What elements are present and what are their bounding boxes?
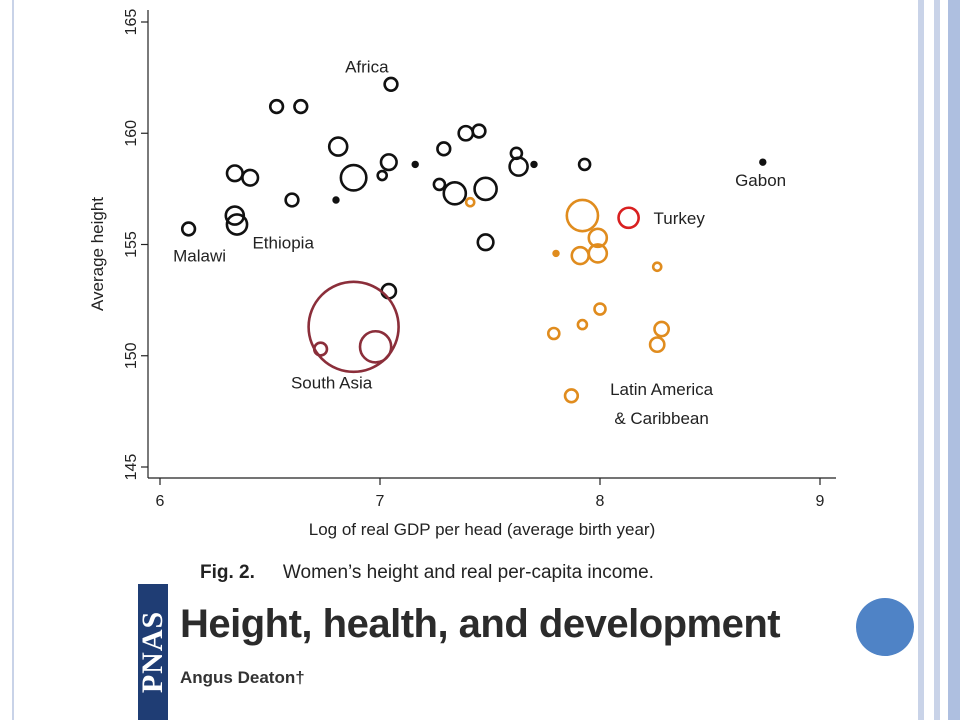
x-tick-label: 8 [596,493,605,510]
data-point [432,177,447,192]
slide-right-border [918,0,960,720]
chart-annotation: South Asia [291,373,373,392]
border-stripe [934,0,940,720]
data-point [180,221,197,237]
y-tick-label: 155 [123,231,140,258]
y-tick-label: 145 [123,454,140,481]
article-author: Angus Deaton† [180,668,305,687]
chart-annotation: Africa [345,58,389,77]
chart-labels: Africa Malawi Ethiopia South Asia Turkey Gabo… [173,58,786,429]
y-tick-label: 165 [123,9,140,36]
x-axis-title: Log of real GDP per head (average birth … [309,520,656,539]
data-point [332,196,340,204]
data-point [508,156,529,177]
chart-annotation: Ethiopia [252,233,314,252]
data-point [576,318,589,331]
border-stripe [918,0,924,720]
data-point [651,261,663,273]
figure-caption-text: Women’s height and real per-capita incom… [282,562,654,583]
slide-decoration-circle [856,598,914,656]
data-point [225,164,244,183]
chart-annotation: Gabon [735,171,786,190]
data-point [327,136,349,157]
y-axis-title: Average height [88,197,107,311]
x-tick-label: 9 [816,493,825,510]
chart-annotation: & Caribbean [614,409,709,428]
data-point [617,206,640,230]
data-point [648,336,666,354]
data-point [530,160,538,169]
data-point [457,124,475,142]
data-point [653,320,671,338]
border-stripe [948,0,960,720]
slide-left-border [0,0,14,720]
pnas-logo: PNAS [138,584,168,720]
article-title: Height, health, and development [180,602,781,646]
data-point [307,280,400,374]
data-point [552,249,560,258]
data-point [241,168,260,187]
data-point [565,198,600,233]
data-point [442,181,468,206]
data-point [358,329,393,364]
data-point [383,76,399,92]
chart-points [180,76,767,404]
data-point [476,233,495,252]
data-point [376,169,389,182]
data-point [380,282,398,300]
data-point [577,157,592,172]
chart-annotation: Latin America [610,380,714,399]
data-point [339,163,368,192]
data-point [759,158,767,166]
data-point [284,192,300,208]
y-tick-label: 160 [123,120,140,147]
data-point [587,227,609,249]
data-point [473,176,498,202]
data-point [471,123,487,139]
x-tick-label: 6 [156,493,165,510]
data-point [268,98,285,115]
data-point [593,302,607,316]
data-point [546,326,561,341]
data-point [379,153,398,172]
data-point [293,98,309,115]
data-point [464,196,476,208]
figure-number: Fig. 2. [200,562,255,583]
data-point [587,243,609,264]
y-tick-label: 150 [123,342,140,369]
data-point [225,213,249,236]
chart-annotation: Malawi [173,247,226,266]
data-point [411,160,419,169]
figure-caption: Fig. 2. Women’s height and real per-capit… [200,562,654,584]
data-point [570,245,590,266]
scatter-chart: 6 7 8 9 145 150 155 160 165 Log of real GDP per h… [88,9,836,539]
chart-axes: 6 7 8 9 145 150 155 160 165 Log of real GDP per h… [88,9,836,539]
data-point [436,141,452,157]
chart-annotation: Turkey [654,209,706,228]
data-point [563,388,580,404]
x-tick-label: 7 [376,493,385,510]
